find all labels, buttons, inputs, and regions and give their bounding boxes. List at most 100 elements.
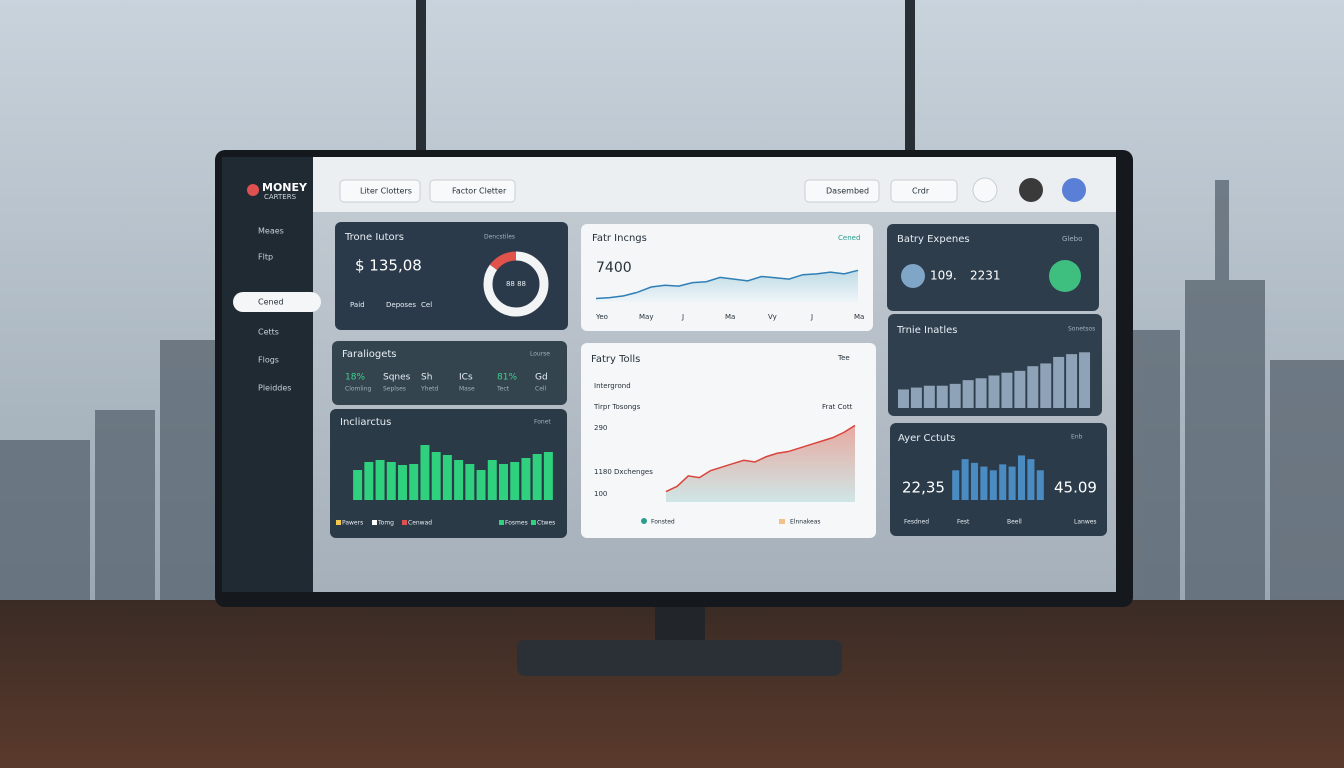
legend-label: Beell	[1007, 519, 1022, 526]
bar	[949, 383, 961, 408]
stat-label: Yhetd	[420, 386, 439, 393]
bar	[476, 470, 486, 500]
label: Paid	[350, 301, 365, 309]
bar	[970, 462, 979, 500]
nav-item: Pleiddes	[258, 384, 291, 393]
panel-title: Ayer Cctuts	[898, 433, 955, 444]
stat: Sh	[421, 373, 432, 383]
stat: 81%	[497, 373, 517, 383]
bar	[454, 460, 464, 500]
donut-segment	[483, 251, 549, 317]
bar	[521, 458, 531, 500]
legend-swatch	[779, 519, 785, 524]
window-frame	[416, 0, 426, 150]
panel-title: Fatr Incngs	[592, 233, 647, 244]
heart-icon	[1049, 260, 1081, 292]
stat-label: Mase	[459, 386, 475, 393]
bar	[1066, 354, 1078, 408]
legend-swatch	[499, 520, 504, 525]
bar	[499, 464, 508, 500]
bar	[962, 380, 974, 408]
label: Fonet	[534, 419, 551, 426]
button: Dasembed	[826, 187, 869, 196]
line-series	[665, 424, 856, 493]
kpi: 7400	[596, 260, 632, 276]
bar	[1017, 455, 1026, 500]
legend-label: Tomg	[377, 520, 394, 527]
bar	[910, 387, 922, 408]
nav-item: Fltp	[258, 253, 273, 262]
bar	[1036, 470, 1044, 500]
label: Dencstiles	[484, 234, 515, 241]
bar	[543, 452, 553, 500]
x-tick-label: Ma	[725, 313, 735, 321]
bar	[923, 385, 935, 408]
label: Glebo	[1062, 235, 1082, 243]
bar	[980, 466, 988, 500]
legend-swatch	[372, 520, 377, 525]
label: Tirpr Tosongs	[593, 403, 641, 411]
bar	[999, 464, 1007, 500]
y-tick-label: 290	[594, 424, 607, 432]
bar	[1001, 372, 1013, 408]
legend-label: Fosmes	[505, 520, 528, 527]
bar	[386, 462, 396, 500]
legend-swatch	[531, 520, 536, 525]
stat-label: Cell	[535, 386, 547, 393]
bar	[398, 465, 407, 500]
monitor-neck	[655, 600, 705, 645]
bar	[510, 462, 520, 500]
panel-title: Incliarctus	[340, 417, 391, 428]
city	[0, 180, 1344, 610]
avatar[interactable]	[1019, 178, 1043, 202]
bar	[961, 459, 969, 500]
label: 88 88	[506, 280, 526, 288]
bar	[1053, 356, 1065, 408]
panel-title: Trone Iutors	[344, 232, 404, 243]
stat-label: Seplses	[383, 386, 406, 393]
stat: ICs	[459, 373, 473, 383]
x-tick-label: Yeo	[595, 313, 608, 321]
bar	[1027, 366, 1039, 408]
panel-title: Fatry Tolls	[591, 354, 640, 365]
info-icon	[901, 264, 925, 288]
line-area	[666, 425, 855, 502]
label: Enb	[1071, 434, 1083, 441]
active-nav[interactable]	[233, 292, 321, 312]
bar	[1079, 352, 1091, 408]
bar	[1008, 466, 1016, 500]
legend-label: Elnnakeas	[790, 519, 821, 526]
bar	[988, 375, 1000, 408]
app-icon[interactable]	[1062, 178, 1086, 202]
logo-icon	[247, 184, 259, 196]
bar	[1014, 370, 1026, 408]
legend-label: Fest	[957, 519, 970, 526]
bar	[936, 385, 948, 408]
window-frame	[905, 0, 915, 150]
label: 22,35	[902, 479, 945, 497]
x-tick-label: J	[681, 313, 684, 321]
label: Lourse	[530, 351, 550, 358]
stat-label: Clomling	[345, 386, 372, 393]
x-tick-label: Ma	[854, 313, 864, 321]
stat: Gd	[535, 373, 548, 383]
topbar-buttons	[339, 177, 998, 203]
bar	[375, 460, 385, 500]
legend-label: Ctwes	[537, 520, 555, 527]
legend-swatch	[402, 520, 407, 525]
bar	[465, 464, 475, 500]
x-tick-label: J	[810, 313, 813, 321]
filter: Liter Clotters	[360, 187, 412, 196]
label: CARTERS	[264, 193, 297, 201]
legend-label: Cenwad	[408, 520, 432, 527]
bar	[431, 452, 441, 500]
bar	[989, 470, 997, 500]
bar	[420, 445, 430, 500]
nav-item: Cened	[258, 298, 284, 307]
label: Cel	[421, 301, 432, 309]
nav-item: Flogs	[258, 356, 279, 365]
bar	[1040, 363, 1052, 408]
x-tick-label: Vy	[768, 313, 777, 321]
label: 109.	[930, 269, 957, 283]
